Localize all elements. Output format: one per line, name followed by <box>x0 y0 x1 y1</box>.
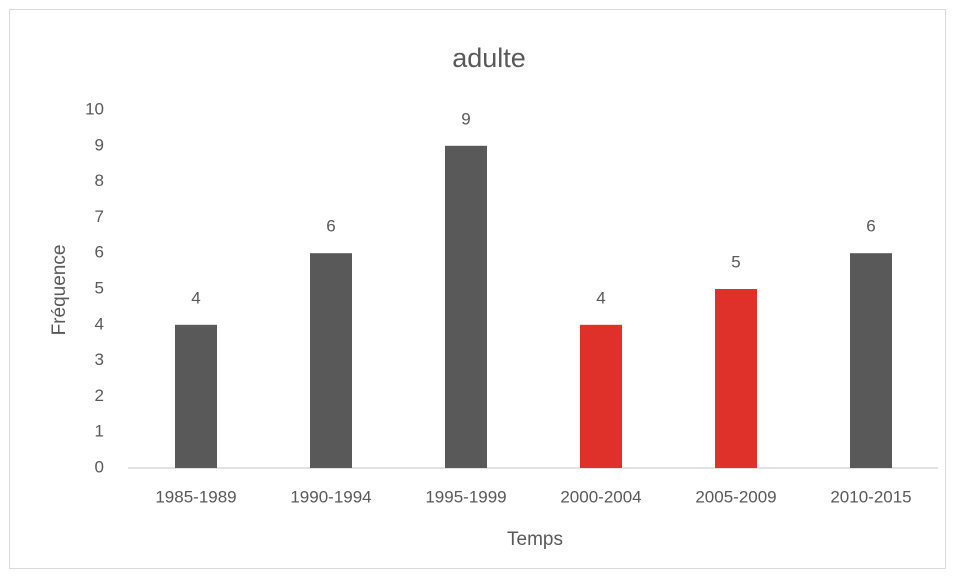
y-tick-label: 10 <box>85 99 104 118</box>
x-tick-label: 2000-2004 <box>560 487 641 506</box>
x-tick-label: 1985-1989 <box>155 487 236 506</box>
y-tick-label: 1 <box>95 422 104 441</box>
y-tick-label: 7 <box>95 207 104 226</box>
bar <box>310 253 352 468</box>
y-tick-label: 3 <box>95 350 104 369</box>
y-tick-label: 6 <box>95 243 104 262</box>
bar <box>445 145 487 469</box>
data-label: 4 <box>596 288 605 307</box>
data-label: 9 <box>461 109 470 128</box>
data-label: 6 <box>866 217 875 236</box>
y-tick-label: 2 <box>95 386 104 405</box>
bar <box>175 324 217 468</box>
bar <box>580 324 622 468</box>
y-axis-title: Fréquence <box>49 245 70 336</box>
y-tick-label: 9 <box>95 135 104 154</box>
chart-title: adulte <box>452 43 526 73</box>
y-tick-label: 4 <box>95 314 104 333</box>
x-tick-label: 2005-2009 <box>695 487 776 506</box>
data-label: 5 <box>731 252 740 271</box>
x-axis-title: Temps <box>507 529 563 550</box>
bar <box>715 289 757 468</box>
data-label: 6 <box>326 217 335 236</box>
y-tick-label: 8 <box>95 171 104 190</box>
x-tick-label: 1990-1994 <box>290 487 371 506</box>
y-tick-label: 5 <box>95 278 104 297</box>
x-tick-label: 2010-2015 <box>830 487 911 506</box>
bar <box>850 253 892 468</box>
x-tick-label: 1995-1999 <box>425 487 506 506</box>
data-label: 4 <box>191 288 200 307</box>
y-tick-label: 0 <box>95 457 104 476</box>
